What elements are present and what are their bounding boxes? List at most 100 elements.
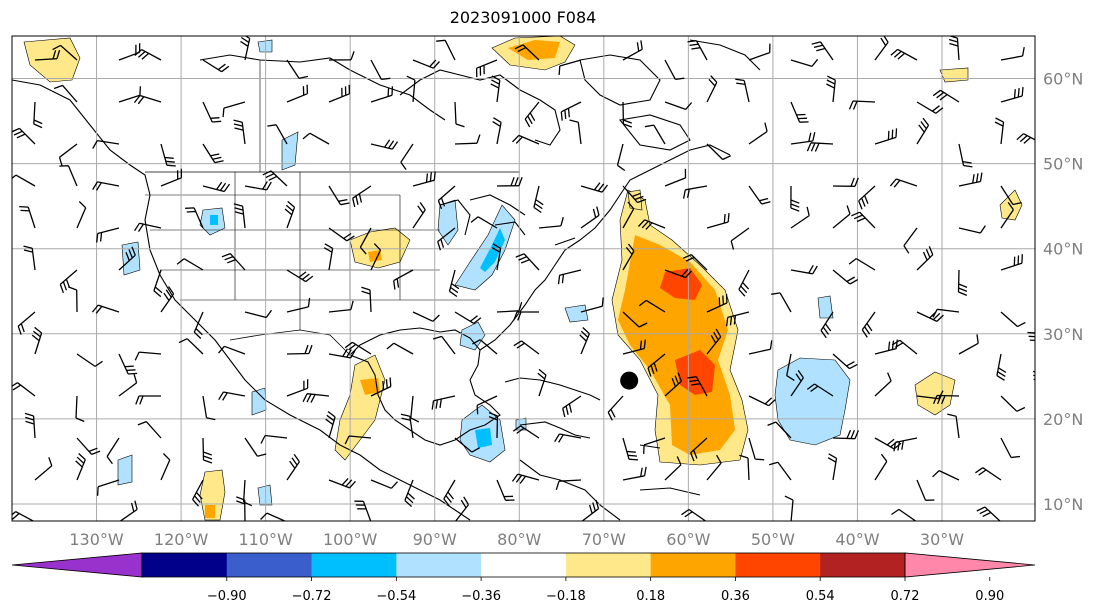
wind-barb <box>832 269 859 285</box>
wind-barb <box>118 374 138 397</box>
wind-barb <box>52 44 78 61</box>
wind-barb <box>496 176 523 187</box>
longitude-label: 30°W <box>920 530 964 549</box>
wind-barb <box>406 75 416 103</box>
wind-barb <box>622 201 635 229</box>
wind-barb <box>622 243 635 271</box>
wind-barb <box>491 243 502 271</box>
wind-barb <box>513 340 540 355</box>
wind-barb <box>1000 185 1022 206</box>
wind-barb <box>12 382 36 397</box>
wind-barb <box>682 185 708 199</box>
colorbar-bin <box>565 553 652 577</box>
wind-barb <box>858 185 876 210</box>
wind-barb <box>790 264 818 275</box>
wind-barb <box>490 75 501 103</box>
wind-barb <box>328 300 354 313</box>
wind-barb <box>664 269 692 279</box>
wind-barb <box>767 421 792 439</box>
wind-barb <box>133 94 162 105</box>
latitude-label: 40°N <box>1043 240 1083 259</box>
wind-barb <box>192 479 204 507</box>
wind-barb <box>134 49 162 61</box>
wind-barb <box>12 174 36 187</box>
wind-barb <box>488 411 499 439</box>
wind-barb <box>454 437 481 453</box>
wind-barb <box>976 506 1001 521</box>
latitude-label: 30°N <box>1043 325 1083 344</box>
wind-barb <box>286 84 309 103</box>
wind-barb <box>1037 438 1045 465</box>
wind-barb <box>738 269 750 297</box>
wind-barb <box>748 185 771 205</box>
latitude-label: 10°N <box>1043 495 1083 514</box>
wind-barb <box>436 39 456 61</box>
wind-barb <box>361 286 372 313</box>
wind-barb <box>826 75 836 103</box>
wind-barb <box>786 353 795 381</box>
wind-barb <box>580 182 609 193</box>
wind-barb <box>706 75 718 103</box>
wind-barb <box>233 203 246 229</box>
wind-barb <box>472 339 498 355</box>
wind-barb <box>512 134 540 145</box>
wind-barb <box>262 170 288 187</box>
wind-barb <box>75 395 85 423</box>
wind-barb <box>244 181 272 191</box>
wind-barb <box>412 311 440 322</box>
longitude-label: 70°W <box>582 530 626 549</box>
wind-barb <box>1000 437 1021 459</box>
map-frame <box>11 35 1036 522</box>
wind-barb <box>706 143 732 161</box>
colorbar-bin <box>396 553 482 577</box>
wind-barb <box>92 139 120 149</box>
wind-barb <box>581 499 600 521</box>
wind-barb <box>682 254 708 271</box>
wind-barb <box>76 353 103 367</box>
wind-barb <box>806 142 834 152</box>
colorbar: −0.90 −0.72 −0.54 −0.36 −0.18 0.18 0.36 0.54 0.7… <box>11 552 1036 604</box>
wind-barb <box>119 500 138 521</box>
wind-barb <box>404 479 415 507</box>
longitude-label: 110°W <box>238 530 293 549</box>
wind-barb <box>284 200 296 229</box>
wind-barb <box>33 101 43 129</box>
colorbar-bin <box>735 553 821 577</box>
wind-barb <box>558 59 582 76</box>
wind-barb <box>1027 331 1035 342</box>
wind-barb <box>579 327 591 355</box>
wind-barb <box>475 59 498 78</box>
wind-barb <box>957 269 968 297</box>
wind-barb <box>1000 395 1026 412</box>
wind-barb <box>75 453 86 481</box>
wind-barb <box>221 252 246 271</box>
wind-barb <box>687 40 708 61</box>
wind-barb <box>580 206 600 229</box>
wind-barb <box>771 292 792 313</box>
wind-barb <box>1016 133 1035 144</box>
wind-barb <box>370 86 394 103</box>
wind-barb <box>664 372 683 397</box>
wind-barb <box>622 339 646 355</box>
wind-barb <box>1043 186 1062 206</box>
wind-barb <box>514 44 540 61</box>
wind-barb <box>202 101 222 123</box>
wind-barb <box>890 48 918 61</box>
wind-barb <box>515 253 540 271</box>
wind-barb <box>118 246 136 271</box>
wind-barb <box>412 171 436 187</box>
wind-barb <box>996 353 1007 381</box>
wind-barb <box>790 132 816 145</box>
longitude-label: 60°W <box>666 530 710 549</box>
wind-barb <box>24 412 36 439</box>
wind-barb <box>916 479 935 501</box>
wind-barb <box>555 479 582 490</box>
wind-barb <box>622 437 639 461</box>
wind-barb <box>874 372 892 397</box>
wind-barb <box>739 454 750 481</box>
wind-barb <box>370 377 392 397</box>
wind-barb <box>975 467 1002 481</box>
wind-barb <box>236 496 246 521</box>
wind-barb <box>496 302 523 313</box>
wind-barb <box>790 185 800 212</box>
